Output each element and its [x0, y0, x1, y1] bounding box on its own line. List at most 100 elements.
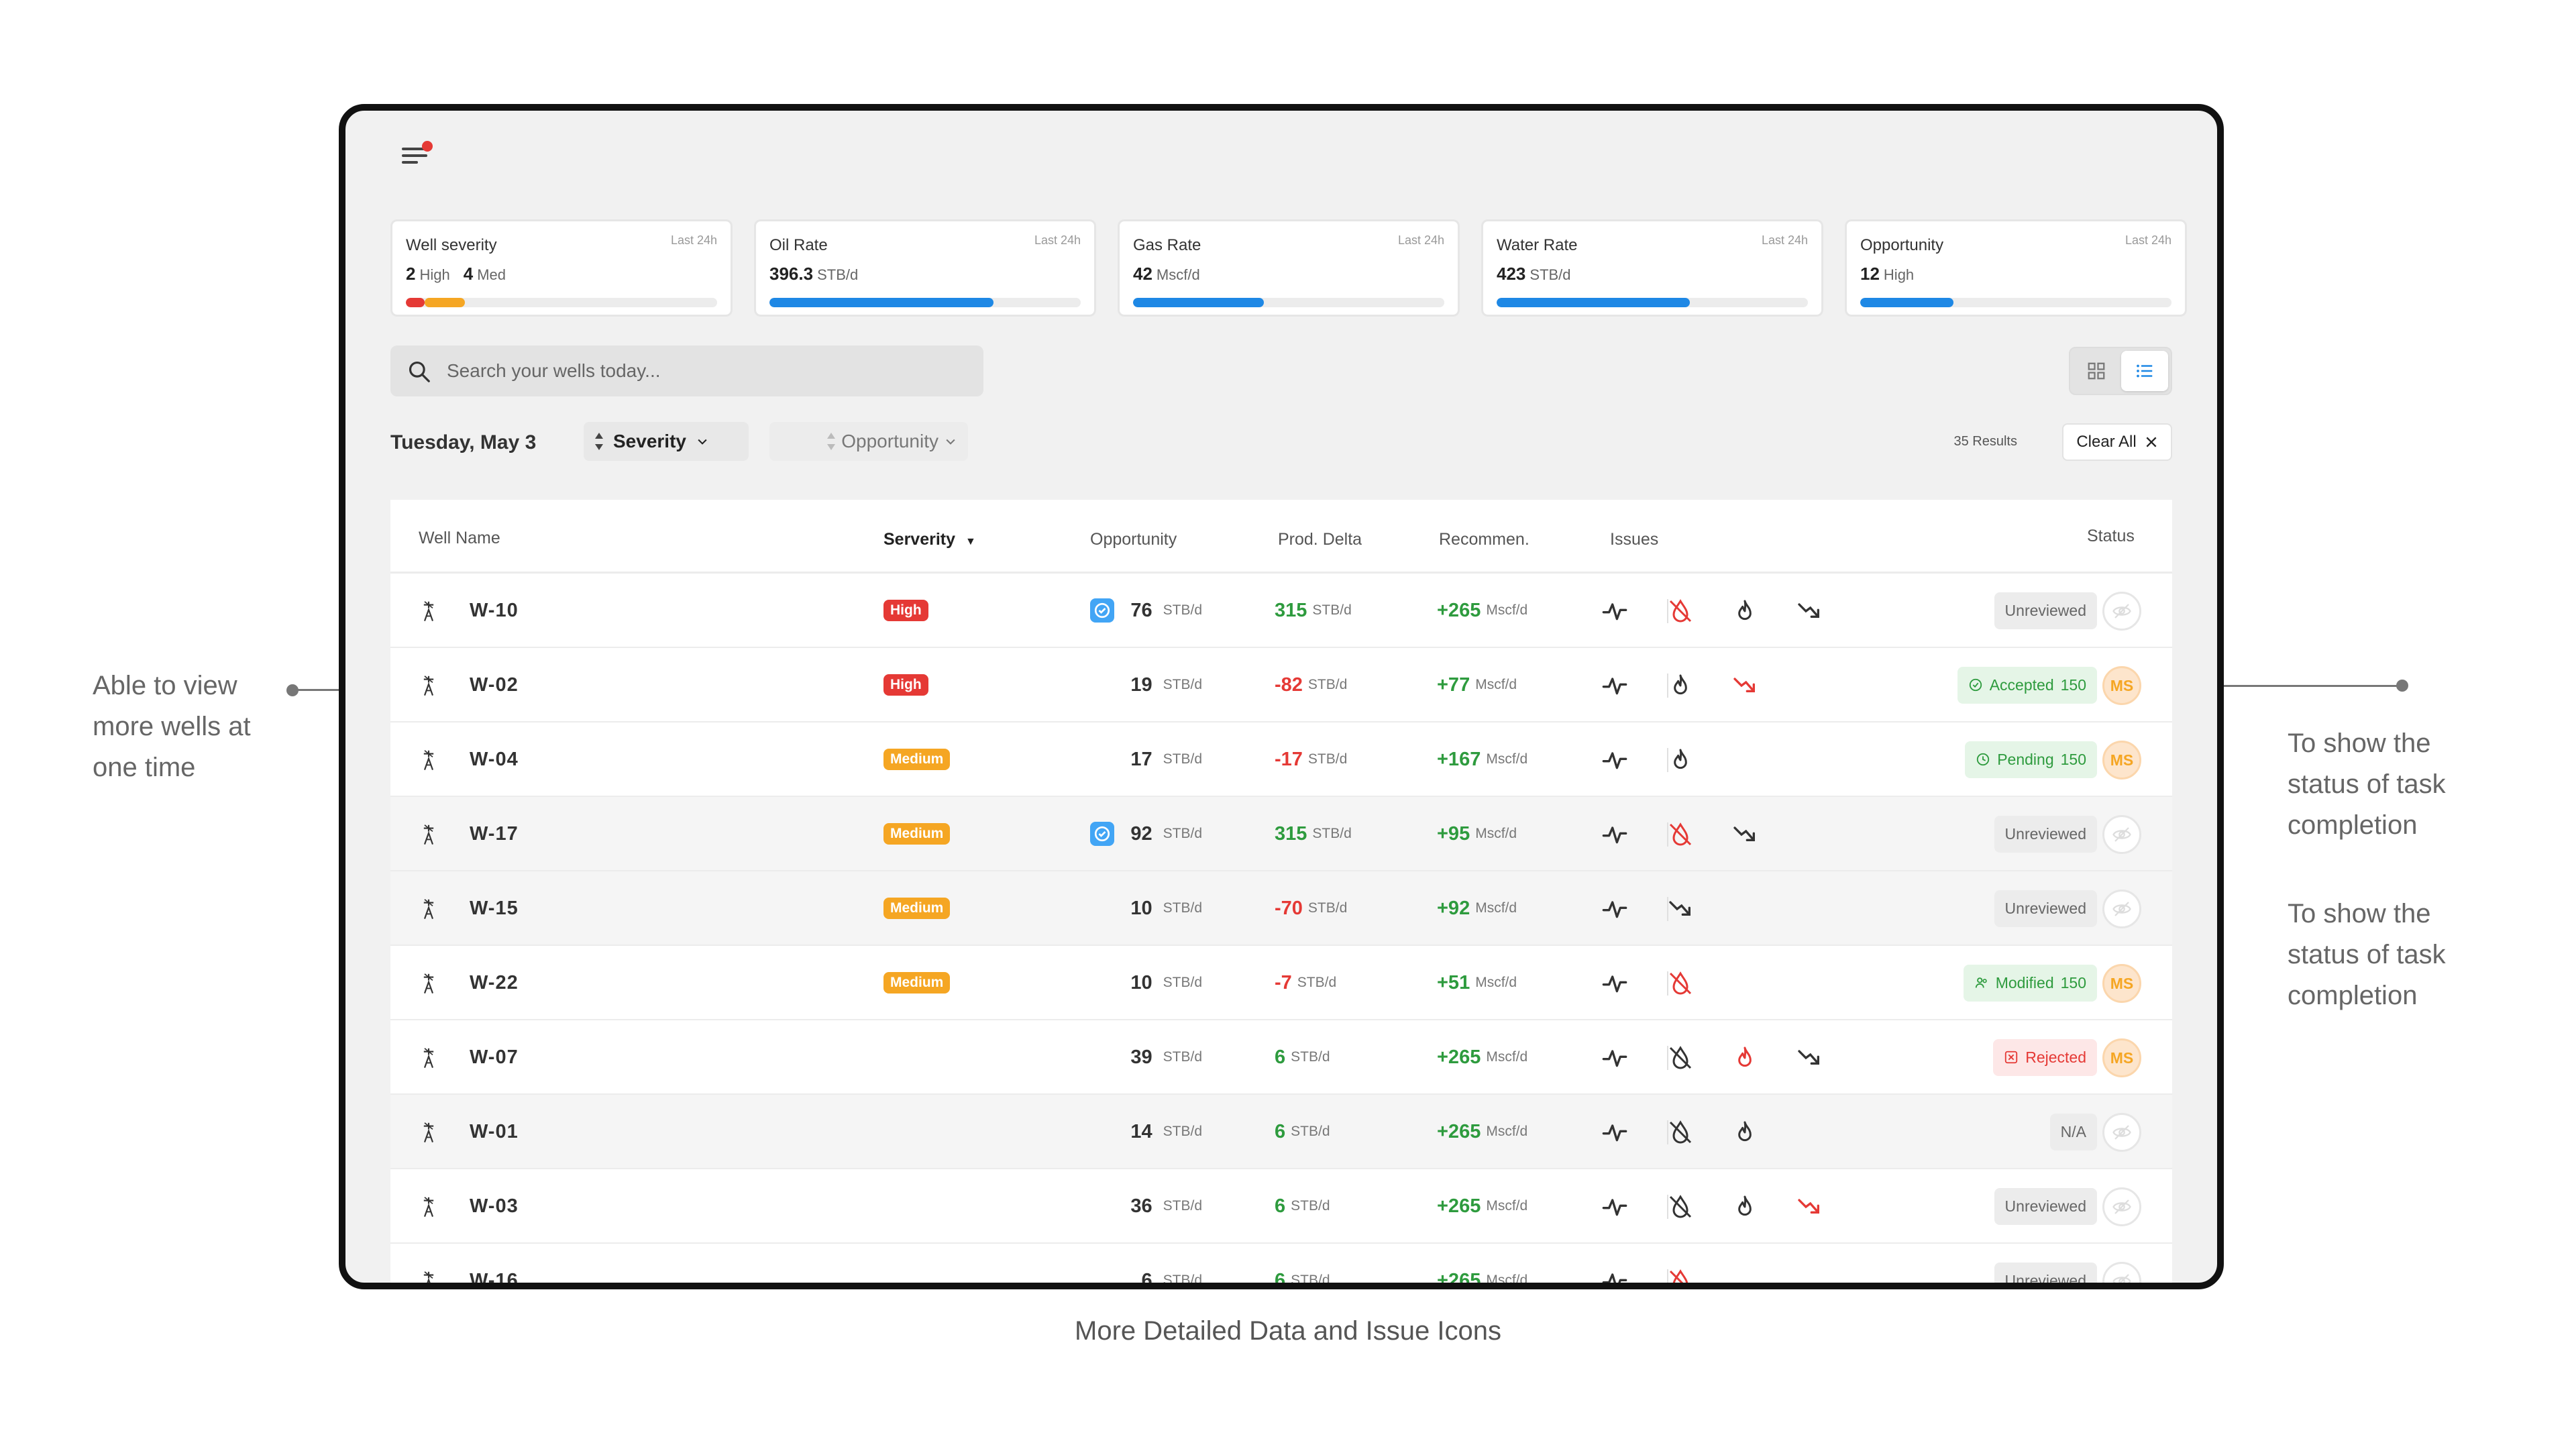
flame-icon[interactable]	[1731, 1119, 1758, 1146]
header-well-name[interactable]: Well Name	[419, 529, 500, 547]
no-flow-icon[interactable]	[1667, 1268, 1694, 1289]
no-flow-icon[interactable]	[1667, 1044, 1694, 1071]
no-flow-icon[interactable]	[1667, 598, 1694, 625]
trend-down-icon[interactable]	[1796, 1044, 1823, 1071]
header-prod-delta[interactable]: Prod. Delta	[1278, 530, 1362, 549]
well-name[interactable]: W-01	[470, 1120, 519, 1142]
avatar[interactable]: MS	[2102, 666, 2141, 705]
flame-icon[interactable]	[1667, 672, 1694, 699]
pulse-icon[interactable]	[1601, 1268, 1628, 1289]
kpi-progress-fill	[769, 298, 994, 307]
opportunity-filter[interactable]: Opportunity	[769, 422, 968, 461]
hidden-eye-icon[interactable]	[2102, 890, 2141, 928]
flame-icon[interactable]	[1731, 598, 1758, 625]
grid-view-button[interactable]	[2073, 351, 2120, 391]
menu-button[interactable]	[402, 141, 433, 168]
search-input[interactable]	[447, 345, 957, 396]
pulse-icon[interactable]	[1601, 1044, 1628, 1071]
no-flow-icon[interactable]	[1667, 821, 1694, 848]
trend-down-icon[interactable]	[1731, 821, 1758, 848]
status-badge[interactable]: Modified 150	[1963, 964, 2097, 1002]
header-opportunity[interactable]: Opportunity	[1090, 530, 1177, 549]
table-row[interactable]: W-10 High 76 STB/d 315 STB/d +265 Mscf/d Unrevie…	[390, 574, 2172, 648]
clock-icon	[1977, 753, 1990, 766]
well-name[interactable]: W-22	[470, 971, 519, 994]
trend-down-icon[interactable]	[1796, 598, 1823, 625]
avatar[interactable]: MS	[2102, 1038, 2141, 1077]
well-name[interactable]: W-10	[470, 599, 519, 621]
table-row[interactable]: W-04 Medium 17 STB/d -17 STB/d +167 Mscf/d Pendi…	[390, 722, 2172, 797]
status-badge[interactable]: Pending 150	[1965, 741, 2097, 778]
table-row[interactable]: W-03 36 STB/d 6 STB/d +265 Mscf/d Unreviewed	[390, 1169, 2172, 1244]
hidden-eye-icon[interactable]	[2102, 815, 2141, 854]
table-row[interactable]: W-07 39 STB/d 6 STB/d +265 Mscf/d Rejected MS	[390, 1020, 2172, 1095]
well-name[interactable]: W-04	[470, 748, 519, 770]
well-name[interactable]: W-17	[470, 822, 519, 845]
status-badge[interactable]: Unreviewed	[1994, 1187, 2097, 1225]
status-badge[interactable]: Rejected	[1993, 1038, 2097, 1076]
flame-icon[interactable]	[1731, 1044, 1758, 1071]
pulse-icon[interactable]	[1601, 821, 1628, 848]
avatar[interactable]: MS	[2102, 741, 2141, 780]
hidden-eye-icon[interactable]	[2102, 1187, 2141, 1226]
opportunity-check-icon[interactable]	[1090, 598, 1115, 623]
pulse-icon[interactable]	[1601, 1193, 1628, 1220]
table-row[interactable]: W-16 6 STB/d 6 STB/d +265 Mscf/d Unreviewed	[390, 1244, 2172, 1289]
kpi-water-rate[interactable]: Water Rate Last 24h 423 STB/d	[1481, 219, 1823, 317]
status-badge[interactable]: Unreviewed	[1994, 592, 2097, 629]
status-badge[interactable]: Unreviewed	[1994, 890, 2097, 927]
table-row[interactable]: W-01 14 STB/d 6 STB/d +265 Mscf/d N/A	[390, 1095, 2172, 1169]
no-flow-icon[interactable]	[1667, 1119, 1694, 1146]
hidden-eye-icon[interactable]	[2102, 592, 2141, 631]
status-badge[interactable]: Accepted 150	[1957, 666, 2097, 704]
opportunity-value: 19	[1130, 674, 1152, 696]
no-flow-icon[interactable]	[1667, 1193, 1694, 1220]
trend-down-icon[interactable]	[1796, 1193, 1823, 1220]
pulse-icon[interactable]	[1601, 747, 1628, 773]
avatar[interactable]: MS	[2102, 964, 2141, 1003]
list-view-button[interactable]	[2121, 351, 2168, 391]
kpi-oil-rate[interactable]: Oil Rate Last 24h 396.3 STB/d	[754, 219, 1096, 317]
opportunity-check-icon[interactable]	[1090, 822, 1115, 846]
trend-down-icon[interactable]	[1731, 672, 1758, 699]
pulse-icon[interactable]	[1601, 672, 1628, 699]
table-row[interactable]: W-22 Medium 10 STB/d -7 STB/d +51 Mscf/d Modifie…	[390, 946, 2172, 1020]
prod-delta-value: -70	[1275, 897, 1303, 919]
hidden-eye-icon[interactable]	[2102, 1113, 2141, 1152]
status-badge[interactable]: Unreviewed	[1994, 815, 2097, 853]
unit-label: Mscf/d	[1486, 751, 1528, 767]
trend-down-icon[interactable]	[1667, 896, 1694, 922]
kpi-opportunity[interactable]: Opportunity Last 24h 12 High	[1845, 219, 2187, 317]
well-name[interactable]: W-15	[470, 897, 519, 919]
flame-icon[interactable]	[1731, 1193, 1758, 1220]
status-count: 150	[2060, 750, 2086, 768]
table-row[interactable]: W-02 High 19 STB/d -82 STB/d +77 Mscf/d Accepted…	[390, 648, 2172, 722]
annotation-right-dot	[2396, 680, 2408, 692]
pulse-icon[interactable]	[1601, 598, 1628, 625]
well-name[interactable]: W-03	[470, 1195, 519, 1217]
no-flow-icon[interactable]	[1667, 970, 1694, 997]
well-name[interactable]: W-02	[470, 674, 519, 696]
status-badge[interactable]: Unreviewed	[1994, 1262, 2097, 1283]
severity-badge: Medium	[883, 749, 951, 770]
well-name[interactable]: W-07	[470, 1046, 519, 1068]
well-name[interactable]: W-16	[470, 1269, 519, 1289]
table-row[interactable]: W-17 Medium 92 STB/d 315 STB/d +95 Mscf/d Unrevi…	[390, 797, 2172, 871]
pulse-icon[interactable]	[1601, 1119, 1628, 1146]
clear-all-button[interactable]: Clear All	[2062, 423, 2172, 461]
status-count: 150	[2060, 973, 2086, 991]
header-severity[interactable]: Serverity ▼	[883, 530, 976, 549]
status-badge[interactable]: N/A	[2049, 1113, 2097, 1150]
header-status[interactable]: Status	[2087, 527, 2135, 545]
pulse-icon[interactable]	[1601, 896, 1628, 922]
kpi-gas-rate[interactable]: Gas Rate Last 24h 42 Mscf/d	[1118, 219, 1460, 317]
flame-icon[interactable]	[1667, 747, 1694, 773]
issues-divider	[1667, 1120, 1668, 1144]
kpi-well-severity[interactable]: Well severity Last 24h 2 High 4 Med	[390, 219, 733, 317]
recommend-value: +265	[1437, 1046, 1481, 1068]
severity-filter[interactable]: Severity	[584, 422, 749, 461]
pulse-icon[interactable]	[1601, 970, 1628, 997]
table-row[interactable]: W-15 Medium 10 STB/d -70 STB/d +92 Mscf/d Unrevi…	[390, 871, 2172, 946]
hidden-eye-icon[interactable]	[2102, 1262, 2141, 1283]
header-recommend[interactable]: Recommen.	[1439, 530, 1529, 549]
